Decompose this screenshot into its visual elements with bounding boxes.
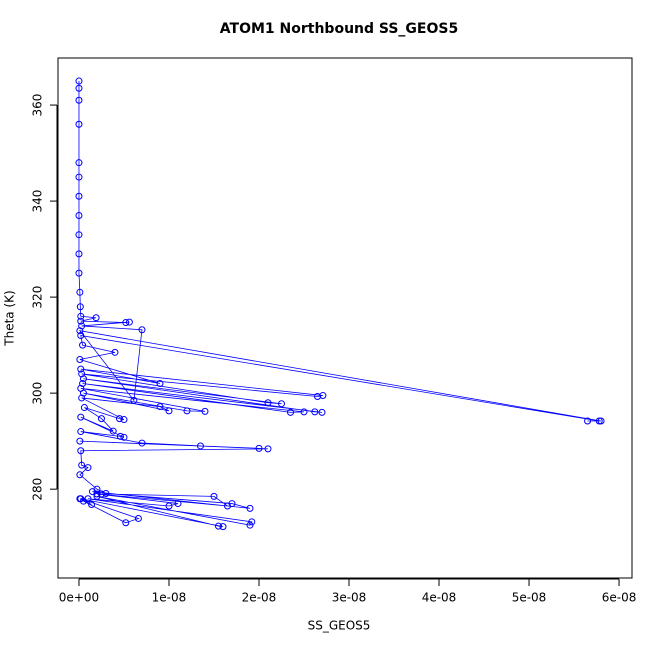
data-point [584,417,592,425]
data-point [75,77,83,85]
data-point [115,415,123,423]
data-point [156,403,164,411]
data-point [78,370,86,378]
data-point [78,322,86,330]
data-point [138,439,146,447]
data-point [79,380,87,388]
data-point [130,396,138,404]
data-point [102,489,110,497]
y-tick-label: 280 [31,478,45,501]
x-tick-label: 4e-08 [422,591,457,605]
data-point [76,495,84,503]
data-point [78,394,86,402]
data-point [93,492,101,500]
data-point [165,407,173,415]
x-tick-label: 5e-08 [512,591,547,605]
data-point [75,84,83,92]
y-tick-label: 360 [31,94,45,117]
data-point [311,408,319,416]
data-point [76,471,84,479]
data-point [255,444,263,452]
data-point [77,332,85,340]
data-point [120,433,128,441]
data-point [97,415,105,423]
data-point [75,120,83,128]
data-point [76,356,84,364]
data-point [78,461,86,469]
data-point [76,327,84,335]
data-point [76,288,84,296]
data-point [277,400,285,408]
data-point [76,303,84,311]
data-point [109,427,117,435]
data-point [156,380,164,388]
data-point [595,417,603,425]
data-point [76,437,84,445]
data-point [75,211,83,219]
data-point [93,490,101,498]
data-point [183,407,191,415]
y-tick-label: 320 [31,286,45,309]
x-tick-label: 6e-08 [602,591,637,605]
data-point [138,326,146,334]
data-point [116,432,124,440]
data-point [223,502,231,510]
data-point [248,518,256,526]
data-point [246,521,254,529]
data-point [79,389,87,397]
y-tick-label: 340 [31,190,45,213]
data-point [264,445,272,453]
data-point [246,504,254,512]
y-axis-label: Theta (K) [3,290,17,346]
data-point [214,522,222,530]
data-point [318,408,326,416]
data-point [134,514,142,522]
data-point [75,231,83,239]
data-point [122,519,130,527]
x-tick-label: 2e-08 [242,591,277,605]
data-point [75,173,83,181]
data-point [75,269,83,277]
data-point [300,408,308,416]
x-tick-label: 1e-08 [152,591,187,605]
data-point [92,314,100,322]
data-point [75,250,83,258]
x-axis-label: SS_GEOS5 [308,619,371,633]
x-tick-label: 0e+00 [59,591,99,605]
data-point [264,399,272,407]
data-point [120,416,128,424]
data-point [210,492,218,500]
data-point [84,464,92,472]
chart-title: ATOM1 Northbound SS_GEOS5 [220,21,458,37]
data-point [122,319,130,327]
data-point [77,413,85,421]
data-point [286,408,294,416]
data-point [165,502,173,510]
data-point [77,365,85,373]
data-point [75,159,83,167]
x-tick-label: 3e-08 [332,591,367,605]
plot-frame [57,57,633,579]
y-tick-label: 300 [31,382,45,405]
data-point [77,447,85,455]
data-point [80,404,88,412]
data-point [196,442,204,450]
data-point [75,96,83,104]
data-point [75,192,83,200]
data-point [125,318,133,326]
data-point [77,317,85,325]
data-point [79,375,87,383]
data-point [88,501,96,509]
data-point [219,523,227,531]
data-point [79,497,87,505]
data-point [201,407,209,415]
data-point [77,428,85,436]
data-point [314,393,322,401]
data-point [174,500,182,508]
data-point [79,341,87,349]
data-point [77,312,85,320]
data-point [111,348,119,356]
